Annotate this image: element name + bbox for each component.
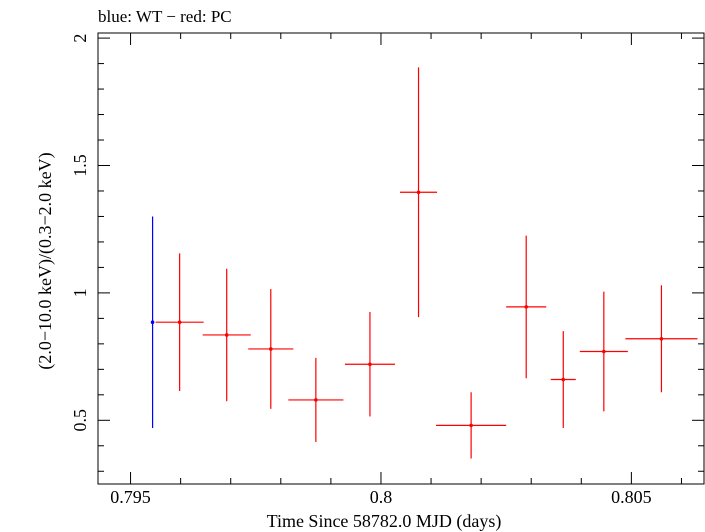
x-tick-label: 0.805 (611, 487, 652, 507)
data-marker (524, 305, 529, 309)
data-point-pc (344, 312, 395, 417)
data-point-pc (202, 268, 251, 402)
data-marker (602, 349, 606, 354)
series-wt (150, 216, 155, 428)
x-tick-label: 0.8 (370, 487, 393, 507)
series-pc (155, 67, 698, 459)
data-marker (314, 398, 318, 402)
data-marker (416, 190, 421, 195)
data-point-pc (579, 291, 628, 412)
data-point-pc (248, 289, 294, 409)
x-tick-label: 0.795 (110, 487, 151, 507)
data-point-pc (436, 392, 507, 459)
data-point-pc (506, 235, 547, 379)
data-marker (469, 423, 473, 428)
chart-title: blue: WT − red: PC (98, 7, 232, 26)
data-marker (561, 377, 566, 382)
data-point-pc (625, 285, 698, 393)
y-tick-label: 1 (70, 288, 90, 297)
y-tick-label: 2 (70, 34, 90, 43)
x-axis-tick-labels: 0.795 0.8 0.805 (110, 487, 651, 507)
x-axis-title: Time Since 58782.0 MJD (days) (267, 511, 502, 532)
data-marker (268, 347, 273, 351)
plot-frame (97, 32, 705, 485)
y-tick-label: 1.5 (70, 154, 90, 177)
data-point-wt (150, 216, 155, 428)
data-point-pc (399, 67, 438, 318)
x-axis-ticks (130, 33, 682, 484)
data-point-pc (288, 357, 344, 442)
data-point-pc (550, 331, 576, 428)
y-axis-title: (2.0−10.0 keV)/(0.3−2.0 keV) (35, 152, 56, 369)
series-layer (150, 67, 698, 459)
data-marker (659, 336, 664, 341)
data-point-pc (155, 253, 204, 391)
y-axis-ticks (98, 37, 704, 472)
data-marker (224, 333, 229, 337)
y-tick-label: 0.5 (70, 409, 90, 432)
data-marker (150, 320, 155, 325)
data-marker (368, 362, 372, 367)
data-marker (177, 320, 182, 325)
y-axis-tick-labels: 0.5 1 1.5 2 (70, 34, 90, 432)
